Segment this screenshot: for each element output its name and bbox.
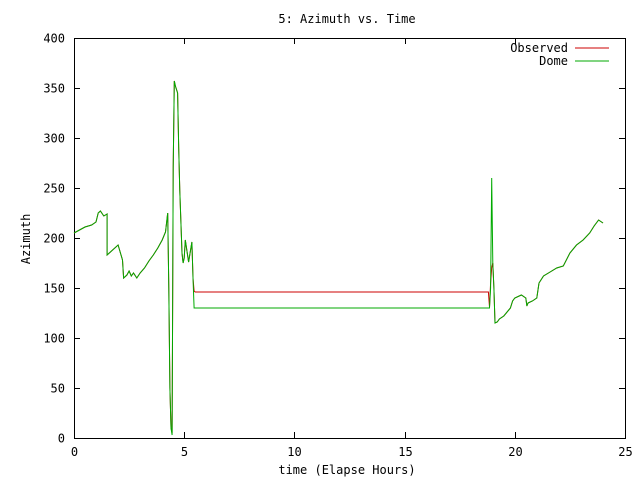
chart-title: 5: Azimuth vs. Time <box>278 12 415 26</box>
y-tick-label: 150 <box>43 282 65 296</box>
legend-label-observed: Observed <box>510 41 568 55</box>
x-tick-label: 0 <box>71 445 78 459</box>
x-tick-label: 10 <box>287 445 301 459</box>
y-tick-label: 0 <box>58 432 65 446</box>
y-tick-label: 300 <box>43 132 65 146</box>
x-axis: 0 5 10 15 20 25 <box>71 38 633 459</box>
y-tick-label: 400 <box>43 32 65 46</box>
x-tick-label: 5 <box>181 445 188 459</box>
series-line-observed <box>73 80 604 434</box>
series-lines <box>73 80 604 436</box>
x-axis-label: time (Elapse Hours) <box>278 463 415 477</box>
x-tick-label: 20 <box>508 445 522 459</box>
y-axis-label: Azimuth <box>19 214 33 265</box>
y-tick-label: 350 <box>43 82 65 96</box>
y-axis: 0 50 100 150 200 250 300 350 400 <box>43 32 625 446</box>
y-tick-label: 50 <box>51 382 65 396</box>
y-tick-label: 100 <box>43 332 65 346</box>
series-line-dome <box>73 80 604 436</box>
plot-frame <box>74 38 626 439</box>
y-tick-label: 250 <box>43 182 65 196</box>
legend-label-dome: Dome <box>539 54 568 68</box>
x-tick-label: 15 <box>398 445 412 459</box>
x-tick-label: 25 <box>618 445 632 459</box>
y-tick-label: 200 <box>43 232 65 246</box>
